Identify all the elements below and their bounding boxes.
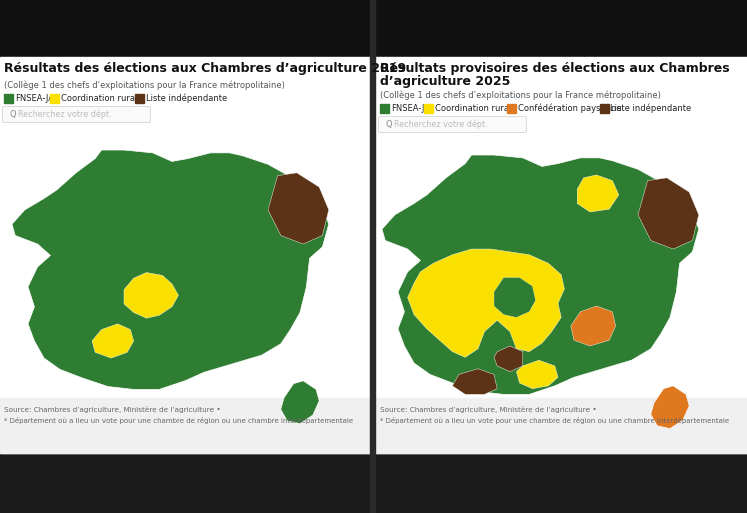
- Text: FNSEA-JA: FNSEA-JA: [391, 104, 430, 113]
- Text: Coordination rurale: Coordination rurale: [435, 104, 517, 113]
- Polygon shape: [382, 155, 698, 394]
- Text: Q: Q: [9, 110, 16, 119]
- Polygon shape: [651, 386, 689, 428]
- Bar: [0, 57, 370, 453]
- Text: Résultats provisoires des élections aux Chambres: Résultats provisoires des élections aux …: [380, 62, 730, 75]
- Bar: [4, 94, 13, 103]
- Bar: [370, 0, 375, 513]
- Bar: [50, 94, 59, 103]
- Polygon shape: [494, 346, 523, 371]
- Polygon shape: [408, 249, 565, 358]
- Polygon shape: [516, 360, 558, 389]
- Bar: [375, 57, 747, 453]
- Bar: [424, 104, 433, 113]
- Polygon shape: [453, 369, 498, 394]
- Polygon shape: [571, 306, 616, 346]
- Bar: [506, 104, 515, 113]
- Text: (Collège 1 des chefs d’exploitations pour la France métropolitaine): (Collège 1 des chefs d’exploitations pou…: [4, 80, 285, 89]
- Text: Résultats des élections aux Chambres d’agriculture 2019: Résultats des élections aux Chambres d’a…: [4, 62, 406, 75]
- Bar: [380, 104, 389, 113]
- Text: Recherchez votre dépt.: Recherchez votre dépt.: [18, 110, 111, 119]
- Text: * Département où a lieu un vote pour une chambre de région ou une chambre interd: * Département où a lieu un vote pour une…: [4, 417, 353, 424]
- Text: d’agriculture 2025: d’agriculture 2025: [380, 75, 510, 88]
- Polygon shape: [494, 278, 536, 318]
- Text: Liste indépendante: Liste indépendante: [610, 104, 692, 113]
- Polygon shape: [12, 150, 329, 389]
- Text: (Collège 1 des chefs d’exploitations pour la France métropolitaine): (Collège 1 des chefs d’exploitations pou…: [380, 90, 661, 100]
- Text: Source: Chambres d’agriculture, Ministère de l’agriculture •: Source: Chambres d’agriculture, Ministèr…: [380, 406, 597, 413]
- Polygon shape: [281, 381, 319, 424]
- Text: * Département où a lieu un vote pour une chambre de région ou une chambre interd: * Département où a lieu un vote pour une…: [380, 417, 729, 424]
- Polygon shape: [577, 175, 619, 212]
- Polygon shape: [638, 178, 698, 249]
- Text: FNSEA-JA: FNSEA-JA: [15, 94, 54, 103]
- FancyBboxPatch shape: [2, 107, 150, 123]
- Text: Q: Q: [385, 120, 391, 129]
- FancyBboxPatch shape: [379, 116, 527, 132]
- Polygon shape: [268, 173, 329, 244]
- Bar: [0, 398, 370, 453]
- Polygon shape: [124, 272, 179, 318]
- Bar: [0, 0, 747, 57]
- Text: Recherchez votre dépt.: Recherchez votre dépt.: [394, 120, 488, 129]
- Bar: [375, 398, 747, 453]
- Text: Liste indépendante: Liste indépendante: [146, 94, 227, 103]
- Polygon shape: [92, 324, 134, 358]
- Bar: [600, 104, 609, 113]
- Text: Source: Chambres d’agriculture, Ministère de l’agriculture •: Source: Chambres d’agriculture, Ministèr…: [4, 406, 221, 413]
- Text: Confédération paysanne: Confédération paysanne: [518, 104, 621, 113]
- Text: Coordination rurale: Coordination rurale: [61, 94, 143, 103]
- Bar: [135, 94, 144, 103]
